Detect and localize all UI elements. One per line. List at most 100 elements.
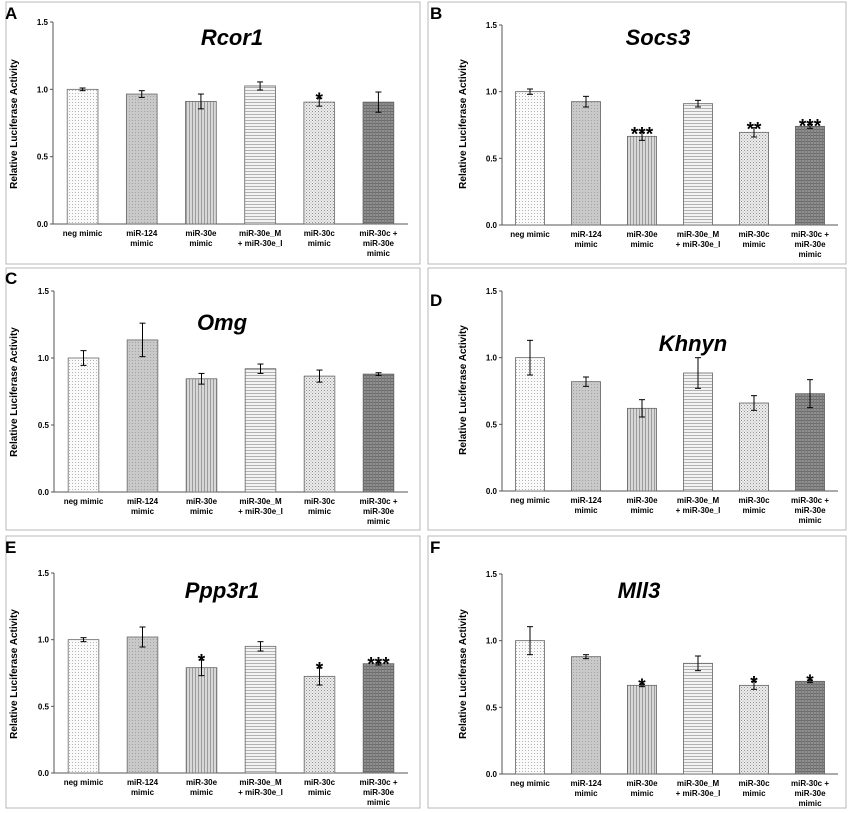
plot-area: neg mimic miR-124 mimic *** miR-30e mimic miR-… — [499, 24, 838, 259]
panel-f: F Mll3 Relative Luciferase Activity 0.0 … — [427, 535, 847, 809]
y-axis-label: Relative Luciferase Activity — [9, 609, 20, 739]
x-tick-label: miR-30e_M + miR-30e_I — [676, 779, 721, 798]
bar — [739, 402, 769, 492]
panel-c: C Omg Relative Luciferase Activity 0.0 0… — [5, 267, 421, 531]
bar — [795, 680, 825, 775]
panel-title: Ppp3r1 — [185, 578, 260, 603]
panel-frame — [427, 535, 847, 809]
x-tick-label: miR-30c mimic — [304, 497, 336, 516]
bar — [515, 357, 545, 492]
x-tick-label: miR-30c mimic — [738, 496, 770, 515]
bar — [67, 357, 100, 493]
bar — [303, 101, 336, 225]
significance-marker: * — [316, 90, 324, 111]
y-tick-label: 0.5 — [486, 420, 498, 429]
x-tick-label: miR-30e_M + miR-30e_I — [238, 497, 283, 516]
x-tick-label: miR-30c + miR-30e mimic — [791, 230, 829, 259]
plot-area: neg mimic miR-124 mimic miR-30e mimic miR-30e… — [51, 290, 408, 526]
bar — [244, 645, 277, 774]
panel-letter: D — [430, 291, 442, 310]
x-tick-label: miR-30e mimic — [186, 778, 218, 797]
panel-title: Khnyn — [659, 331, 727, 356]
x-tick-label: miR-30e mimic — [186, 497, 218, 516]
x-tick-label: miR-30e mimic — [626, 496, 658, 515]
bar — [571, 101, 601, 226]
x-tick-label: neg mimic — [510, 779, 550, 788]
bar — [126, 636, 159, 774]
plot-area: neg mimic miR-124 mimic miR-30e mimic miR-30e… — [499, 290, 838, 525]
y-tick-label: 1.5 — [486, 21, 498, 30]
y-axis-label: Relative Luciferase Activity — [9, 327, 20, 457]
x-tick-label: miR-124 mimic — [127, 778, 159, 797]
x-tick-label: miR-30e_M + miR-30e_I — [238, 229, 283, 248]
y-tick-label: 0.5 — [486, 154, 498, 163]
bar — [739, 684, 769, 775]
y-tick-label: 0.5 — [37, 153, 49, 162]
bar — [362, 101, 395, 225]
bar — [515, 91, 545, 226]
significance-marker: *** — [367, 654, 390, 675]
y-tick-label: 0.5 — [38, 421, 50, 430]
y-ticks: 0.0 0.5 1.0 1.5 — [38, 569, 50, 778]
x-tick-label: miR-30c mimic — [738, 779, 770, 798]
y-tick-label: 0.0 — [38, 769, 50, 778]
significance-marker: *** — [799, 116, 822, 137]
y-tick-label: 1.5 — [486, 287, 498, 296]
y-ticks: 0.0 0.5 1.0 1.5 — [486, 570, 498, 779]
significance-marker: * — [316, 660, 324, 681]
x-tick-label: neg mimic — [64, 778, 104, 787]
y-tick-label: 1.0 — [38, 354, 50, 363]
y-tick-label: 1.5 — [38, 569, 50, 578]
panel-letter: A — [5, 4, 17, 23]
y-axis-label: Relative Luciferase Activity — [458, 59, 469, 189]
x-tick-label: miR-30c mimic — [304, 778, 336, 797]
bar — [362, 373, 395, 493]
significance-marker: * — [638, 676, 646, 697]
panel-d: D Khnyn Relative Luciferase Activity 0.0… — [427, 267, 847, 531]
y-ticks: 0.0 0.5 1.0 1.5 — [38, 287, 50, 497]
panel-letter: E — [5, 538, 16, 557]
bar — [683, 372, 713, 492]
panel-frame — [427, 1, 847, 265]
x-tick-label: miR-30c mimic — [738, 230, 770, 249]
y-tick-label: 0.5 — [38, 702, 50, 711]
y-ticks: 0.0 0.5 1.0 1.5 — [37, 18, 49, 229]
bar — [515, 640, 545, 775]
y-tick-label: 1.5 — [486, 570, 498, 579]
x-tick-label: miR-124 mimic — [127, 497, 159, 516]
bar — [627, 407, 657, 492]
y-tick-label: 1.5 — [38, 287, 50, 296]
y-tick-label: 0.0 — [486, 487, 498, 496]
panel-letter: F — [430, 538, 440, 557]
bar — [362, 663, 395, 774]
y-ticks: 0.0 0.5 1.0 1.5 — [486, 287, 498, 496]
bar — [66, 88, 99, 225]
panel-e: E Ppp3r1 Relative Luciferase Activity 0.… — [5, 535, 421, 809]
bar — [303, 375, 336, 493]
x-tick-label: miR-30c + miR-30e mimic — [359, 778, 397, 807]
y-tick-label: 1.0 — [486, 354, 498, 363]
significance-marker: * — [198, 652, 206, 673]
bar — [739, 131, 769, 226]
x-tick-label: neg mimic — [63, 229, 103, 238]
bar — [303, 675, 336, 774]
bar — [244, 368, 277, 493]
y-axis-label: Relative Luciferase Activity — [458, 325, 469, 455]
bar — [126, 339, 159, 493]
bar — [571, 656, 601, 775]
panel-title: Mll3 — [618, 578, 661, 603]
plot-area: neg mimic miR-124 mimic * miR-30e mimic miR-30… — [499, 573, 838, 808]
y-tick-label: 0.0 — [486, 770, 498, 779]
y-ticks: 0.0 0.5 1.0 1.5 — [486, 21, 498, 230]
bar — [683, 662, 713, 775]
y-tick-label: 0.0 — [38, 488, 50, 497]
x-tick-label: miR-124 mimic — [570, 230, 602, 249]
x-tick-label: miR-30e_M + miR-30e_I — [676, 230, 721, 249]
bar — [683, 103, 713, 226]
x-tick-label: neg mimic — [64, 497, 104, 506]
y-tick-label: 1.0 — [38, 636, 50, 645]
panel-title: Rcor1 — [201, 25, 263, 50]
panel-frame — [5, 535, 421, 809]
panel-frame — [5, 1, 421, 265]
